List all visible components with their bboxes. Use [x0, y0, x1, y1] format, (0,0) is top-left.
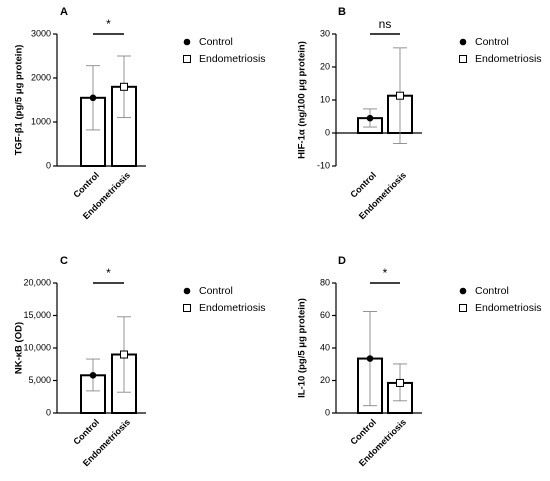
data-point-endometriosis — [120, 82, 128, 91]
y-axis-label: TGF-β1 (pg/5 μg protein) — [14, 45, 25, 156]
data-point-control — [89, 94, 97, 102]
legend-label-endometriosis: Endometriosis — [199, 53, 266, 65]
y-tick-label: 40 — [320, 342, 330, 352]
data-point-control — [89, 372, 97, 379]
category-label: Control — [348, 417, 378, 447]
panel-c: C 0 5,000 10,000 15,000 20,000 Control Endometr… — [14, 255, 266, 468]
panel-letter: D — [338, 255, 346, 267]
legend-label-control: Control — [199, 285, 233, 297]
y-tick-label: 0 — [46, 407, 51, 417]
category-label: Control — [71, 417, 101, 447]
y-tick-label: 10 — [320, 94, 330, 104]
legend-marker-endometriosis — [459, 55, 467, 63]
y-tick-label: 5,000 — [28, 375, 51, 385]
legend: Control Endometriosis — [183, 36, 266, 65]
data-point-endometriosis — [396, 378, 404, 387]
legend-marker-control — [459, 287, 467, 295]
significance-label: * — [106, 17, 111, 31]
legend-label-endometriosis: Endometriosis — [475, 53, 542, 65]
legend-label-control: Control — [199, 36, 233, 48]
legend-marker-endometriosis — [183, 304, 191, 312]
legend: Control Endometriosis — [459, 285, 542, 314]
legend-marker-control — [183, 38, 191, 46]
significance-label: * — [106, 266, 111, 280]
legend-label-control: Control — [475, 36, 509, 48]
y-axis-label: HIF-1α (ng/100 μg protein) — [297, 41, 308, 159]
y-tick-label: 80 — [320, 277, 330, 287]
y-axis-label: IL-10 (pg/5 μg protein) — [297, 298, 308, 398]
y-tick-label: 2000 — [31, 72, 51, 82]
y-tick-label: 0 — [325, 407, 330, 417]
y-tick-label: 20 — [320, 61, 330, 71]
y-tick-label: 3000 — [31, 28, 51, 38]
legend-marker-endometriosis — [459, 304, 467, 312]
legend-marker-control — [459, 38, 467, 46]
category-label: Control — [348, 170, 378, 200]
panel-a: A 0 1000 2000 3000 Control Endometriosis * TGF-β… — [14, 6, 266, 221]
legend: Control Endometriosis — [459, 36, 542, 65]
y-tick-label: 1000 — [31, 116, 51, 126]
y-tick-label: 20 — [320, 375, 330, 385]
panel-letter: A — [60, 6, 68, 18]
y-tick-label: -10 — [317, 160, 330, 170]
significance-label: ns — [379, 17, 392, 31]
legend-label-endometriosis: Endometriosis — [475, 302, 542, 314]
legend-label-control: Control — [475, 285, 509, 297]
legend-marker-endometriosis — [183, 55, 191, 63]
data-point-control — [366, 355, 374, 362]
panel-letter: C — [60, 255, 68, 267]
y-tick-label: 0 — [46, 160, 51, 170]
y-tick-label: 20,000 — [23, 277, 51, 287]
significance-label: * — [383, 266, 388, 280]
y-axis-label: NK-κB (OD) — [14, 322, 25, 374]
y-tick-label: 0 — [325, 127, 330, 137]
legend-label-endometriosis: Endometriosis — [199, 302, 266, 314]
category-label: Control — [71, 170, 101, 200]
legend: Control Endometriosis — [183, 285, 266, 314]
data-point-endometriosis — [396, 91, 404, 100]
y-tick-label: 15,000 — [23, 310, 51, 320]
y-tick-label: 60 — [320, 310, 330, 320]
y-tick-label: 10,000 — [23, 342, 51, 352]
panel-letter: B — [338, 6, 346, 18]
data-point-control — [366, 114, 374, 122]
legend-marker-control — [183, 287, 191, 295]
panel-b: B -10 0 10 20 30 Control Endometriosis ns HIF-1α … — [297, 6, 542, 221]
panel-d: D 0 20 40 60 80 Control Endometriosis * IL-10 (pg… — [297, 255, 542, 468]
data-point-endometriosis — [120, 350, 128, 359]
y-tick-label: 30 — [320, 28, 330, 38]
